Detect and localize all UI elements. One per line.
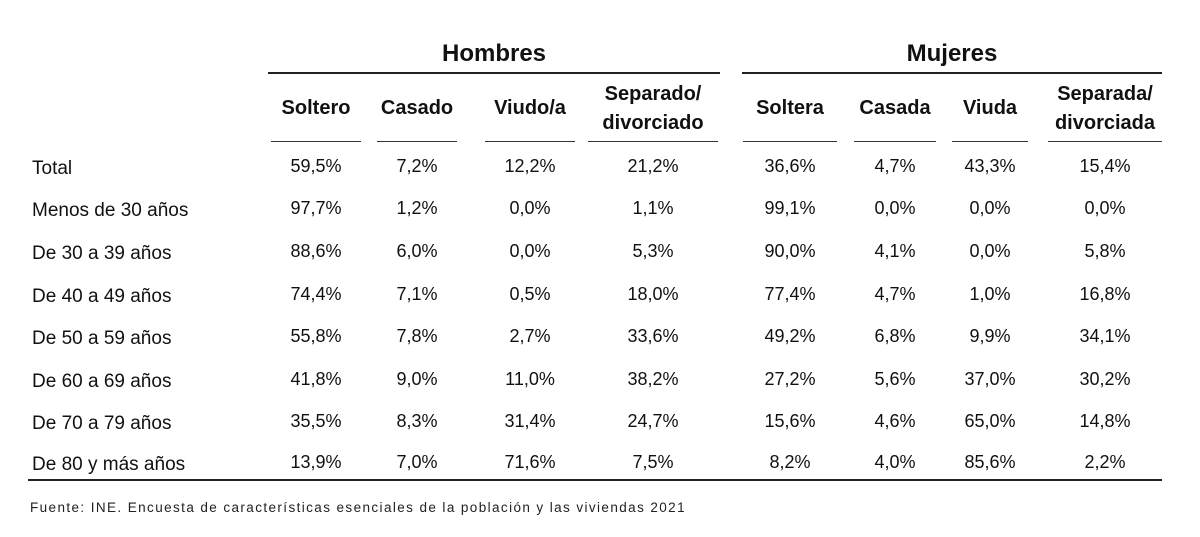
- column-header-7: Separada/divorciada: [1054, 83, 1156, 134]
- table-cell-6-3: 24,7%: [627, 411, 679, 431]
- table-cell-1-5: 0,0%: [874, 198, 916, 218]
- table-cell-5-3: 38,2%: [627, 369, 679, 389]
- table-cell-0-4: 36,6%: [764, 156, 816, 176]
- table-cell-6-1: 8,3%: [396, 411, 438, 431]
- table-cell-0-3: 21,2%: [627, 156, 679, 176]
- table-cell-2-5: 4,1%: [874, 241, 916, 261]
- group-header-0: Hombres: [441, 40, 547, 67]
- table-cell-1-7: 0,0%: [1084, 198, 1126, 218]
- column-header-1: Casado: [380, 97, 454, 119]
- table-cell-4-4: 49,2%: [764, 326, 816, 346]
- table-cell-1-4: 99,1%: [764, 198, 816, 218]
- table-cell-2-4: 90,0%: [764, 241, 816, 261]
- table-cell-1-6: 0,0%: [969, 198, 1011, 218]
- table-cell-1-0: 97,7%: [290, 198, 342, 218]
- table-cell-2-0: 88,6%: [290, 241, 342, 261]
- column-header-0: Soltero: [281, 97, 351, 119]
- table-bottom-rule: [28, 479, 1162, 481]
- column-rule-0: [271, 141, 361, 142]
- group-rule-0: [268, 72, 720, 74]
- group-header-1: Mujeres: [906, 40, 998, 67]
- table-cell-4-1: 7,8%: [396, 326, 438, 346]
- table-cell-0-1: 7,2%: [396, 156, 438, 176]
- row-label-3: De 40 a 49 años: [32, 286, 172, 307]
- table-cell-3-2: 0,5%: [509, 284, 551, 304]
- table-cell-2-2: 0,0%: [509, 241, 551, 261]
- column-header-6: Viuda: [962, 97, 1018, 119]
- table-cell-7-6: 85,6%: [964, 452, 1016, 472]
- column-rule-3: [588, 141, 718, 142]
- table-cell-0-7: 15,4%: [1079, 156, 1131, 176]
- row-label-6: De 70 a 79 años: [32, 413, 172, 434]
- table-cell-6-4: 15,6%: [764, 411, 816, 431]
- table-cell-6-5: 4,6%: [874, 411, 916, 431]
- row-label-2: De 30 a 39 años: [32, 243, 172, 264]
- source-note: Fuente: INE. Encuesta de características…: [30, 500, 687, 515]
- table-cell-5-5: 5,6%: [874, 369, 916, 389]
- table-cell-4-3: 33,6%: [627, 326, 679, 346]
- table-cell-7-5: 4,0%: [874, 452, 916, 472]
- table-cell-6-2: 31,4%: [504, 411, 556, 431]
- table-cell-3-7: 16,8%: [1079, 284, 1131, 304]
- table-cell-4-5: 6,8%: [874, 326, 916, 346]
- table-cell-7-0: 13,9%: [290, 452, 342, 472]
- table-cell-5-7: 30,2%: [1079, 369, 1131, 389]
- table-cell-7-2: 71,6%: [504, 452, 556, 472]
- table-cell-7-7: 2,2%: [1084, 452, 1126, 472]
- table-cell-1-1: 1,2%: [396, 198, 438, 218]
- table-cell-4-2: 2,7%: [509, 326, 551, 346]
- table-cell-3-6: 1,0%: [969, 284, 1011, 304]
- table-cell-4-6: 9,9%: [969, 326, 1011, 346]
- table-cell-4-7: 34,1%: [1079, 326, 1131, 346]
- row-label-5: De 60 a 69 años: [32, 371, 172, 392]
- table-cell-3-1: 7,1%: [396, 284, 438, 304]
- table-cell-5-0: 41,8%: [290, 369, 342, 389]
- table-cell-2-3: 5,3%: [632, 241, 674, 261]
- table-cell-5-6: 37,0%: [964, 369, 1016, 389]
- table-cell-3-5: 4,7%: [874, 284, 916, 304]
- column-rule-4: [743, 141, 837, 142]
- column-rule-1: [377, 141, 457, 142]
- table-cell-6-7: 14,8%: [1079, 411, 1131, 431]
- table-cell-4-0: 55,8%: [290, 326, 342, 346]
- table-cell-3-3: 18,0%: [627, 284, 679, 304]
- table-cell-6-0: 35,5%: [290, 411, 342, 431]
- group-rule-1: [742, 72, 1162, 74]
- table-cell-3-0: 74,4%: [290, 284, 342, 304]
- column-rule-6: [952, 141, 1028, 142]
- table-cell-2-7: 5,8%: [1084, 241, 1126, 261]
- column-header-2: Viudo/a: [494, 97, 566, 119]
- row-label-0: Total: [32, 158, 73, 179]
- column-rule-5: [854, 141, 936, 142]
- table-cell-3-4: 77,4%: [764, 284, 816, 304]
- table-cell-5-4: 27,2%: [764, 369, 816, 389]
- column-header-5: Casada: [859, 97, 931, 119]
- table-cell-5-1: 9,0%: [396, 369, 438, 389]
- table-cell-2-1: 6,0%: [396, 241, 438, 261]
- table-cell-1-2: 0,0%: [509, 198, 551, 218]
- column-header-3: Separado/divorciado: [602, 83, 704, 134]
- table-cell-6-6: 65,0%: [964, 411, 1016, 431]
- table-cell-0-0: 59,5%: [290, 156, 342, 176]
- row-label-7: De 80 y más años: [32, 454, 186, 475]
- table-cell-7-3: 7,5%: [632, 452, 674, 472]
- table-cell-0-2: 12,2%: [504, 156, 556, 176]
- row-label-1: Menos de 30 años: [32, 200, 189, 221]
- table-cell-1-3: 1,1%: [632, 198, 674, 218]
- table-cell-2-6: 0,0%: [969, 241, 1011, 261]
- table-cell-7-1: 7,0%: [396, 452, 438, 472]
- column-rule-7: [1048, 141, 1162, 142]
- table-cell-0-5: 4,7%: [874, 156, 916, 176]
- column-rule-2: [485, 141, 575, 142]
- table-cell-5-2: 11,0%: [505, 369, 555, 389]
- row-label-4: De 50 a 59 años: [32, 328, 172, 349]
- column-header-4: Soltera: [756, 97, 824, 119]
- table-cell-7-4: 8,2%: [769, 452, 811, 472]
- table-cell-0-6: 43,3%: [964, 156, 1016, 176]
